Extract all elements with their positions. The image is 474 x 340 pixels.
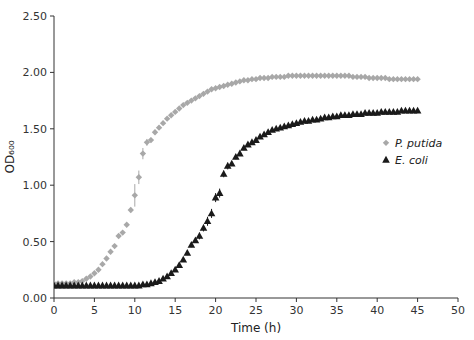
x-tick-label: 20 [209, 304, 223, 317]
point [228, 160, 236, 167]
x-tick [458, 298, 459, 302]
point [184, 249, 192, 256]
y-tick-label: 2.50 [23, 10, 48, 23]
point [220, 170, 228, 177]
y-tick-label: 1.50 [23, 123, 48, 136]
y-tick [50, 241, 54, 242]
point [216, 189, 224, 196]
y-tick [50, 185, 54, 186]
x-tick-label: 10 [128, 304, 142, 317]
x-tick [377, 298, 378, 302]
x-tick [296, 298, 297, 302]
x-tick [215, 298, 216, 302]
point [204, 217, 212, 224]
y-tick-label: 1.00 [23, 179, 48, 192]
point [124, 221, 130, 227]
point [99, 261, 105, 267]
point [160, 120, 166, 126]
legend-label: E. coli [395, 154, 428, 167]
y-tick-label: 0.50 [23, 236, 48, 249]
y-tick [50, 16, 54, 17]
point [111, 243, 117, 249]
legend-marker [383, 140, 389, 146]
point [179, 256, 187, 263]
x-tick-label: 30 [289, 304, 303, 317]
x-axis-label: Time (h) [230, 321, 281, 335]
x-tick [336, 298, 337, 302]
x-tick [417, 298, 418, 302]
y-tick [50, 128, 54, 129]
point [152, 129, 158, 135]
x-tick [175, 298, 176, 302]
y-tick [50, 72, 54, 73]
x-tick [94, 298, 95, 302]
point [136, 174, 142, 180]
y-tick-label: 2.00 [23, 66, 48, 79]
x-tick [256, 298, 257, 302]
point [200, 224, 208, 231]
point [132, 192, 138, 198]
y-axis-label: OD₆₀₀ [3, 140, 17, 173]
x-tick-label: 35 [330, 304, 344, 317]
y-tick [50, 298, 54, 299]
legend: P. putida E. coli [382, 137, 442, 167]
y-tick-label: 0.00 [23, 292, 48, 305]
point [414, 107, 422, 114]
point [208, 209, 216, 216]
series [54, 73, 421, 287]
axes: 0 5 10 15 20 25 30 35 40 45 50 0.00 0.50 1.00 1.50 2.00… [23, 10, 466, 317]
point [128, 207, 134, 213]
point [156, 124, 162, 130]
legend-label: P. putida [395, 137, 442, 150]
x-tick-label: 15 [168, 304, 182, 317]
x-tick-label: 45 [411, 304, 425, 317]
point [103, 255, 109, 261]
point [140, 150, 146, 156]
series [54, 107, 421, 289]
chart: 0 5 10 15 20 25 30 35 40 45 50 0.00 0.50 1.00 1.50 2.00… [0, 0, 474, 340]
plot-area [54, 73, 421, 289]
x-tick-label: 5 [91, 304, 98, 317]
point [148, 137, 154, 143]
point [119, 229, 125, 235]
y-axis-line [54, 16, 55, 298]
x-tick-label: 50 [451, 304, 465, 317]
legend-marker [382, 156, 390, 163]
point [414, 76, 420, 82]
x-tick-label: 25 [249, 304, 263, 317]
x-tick-label: 40 [370, 304, 384, 317]
point [196, 232, 204, 239]
x-tick [54, 298, 55, 302]
point [95, 267, 101, 273]
x-tick [134, 298, 135, 302]
point [107, 249, 113, 255]
x-tick-label: 0 [51, 304, 58, 317]
